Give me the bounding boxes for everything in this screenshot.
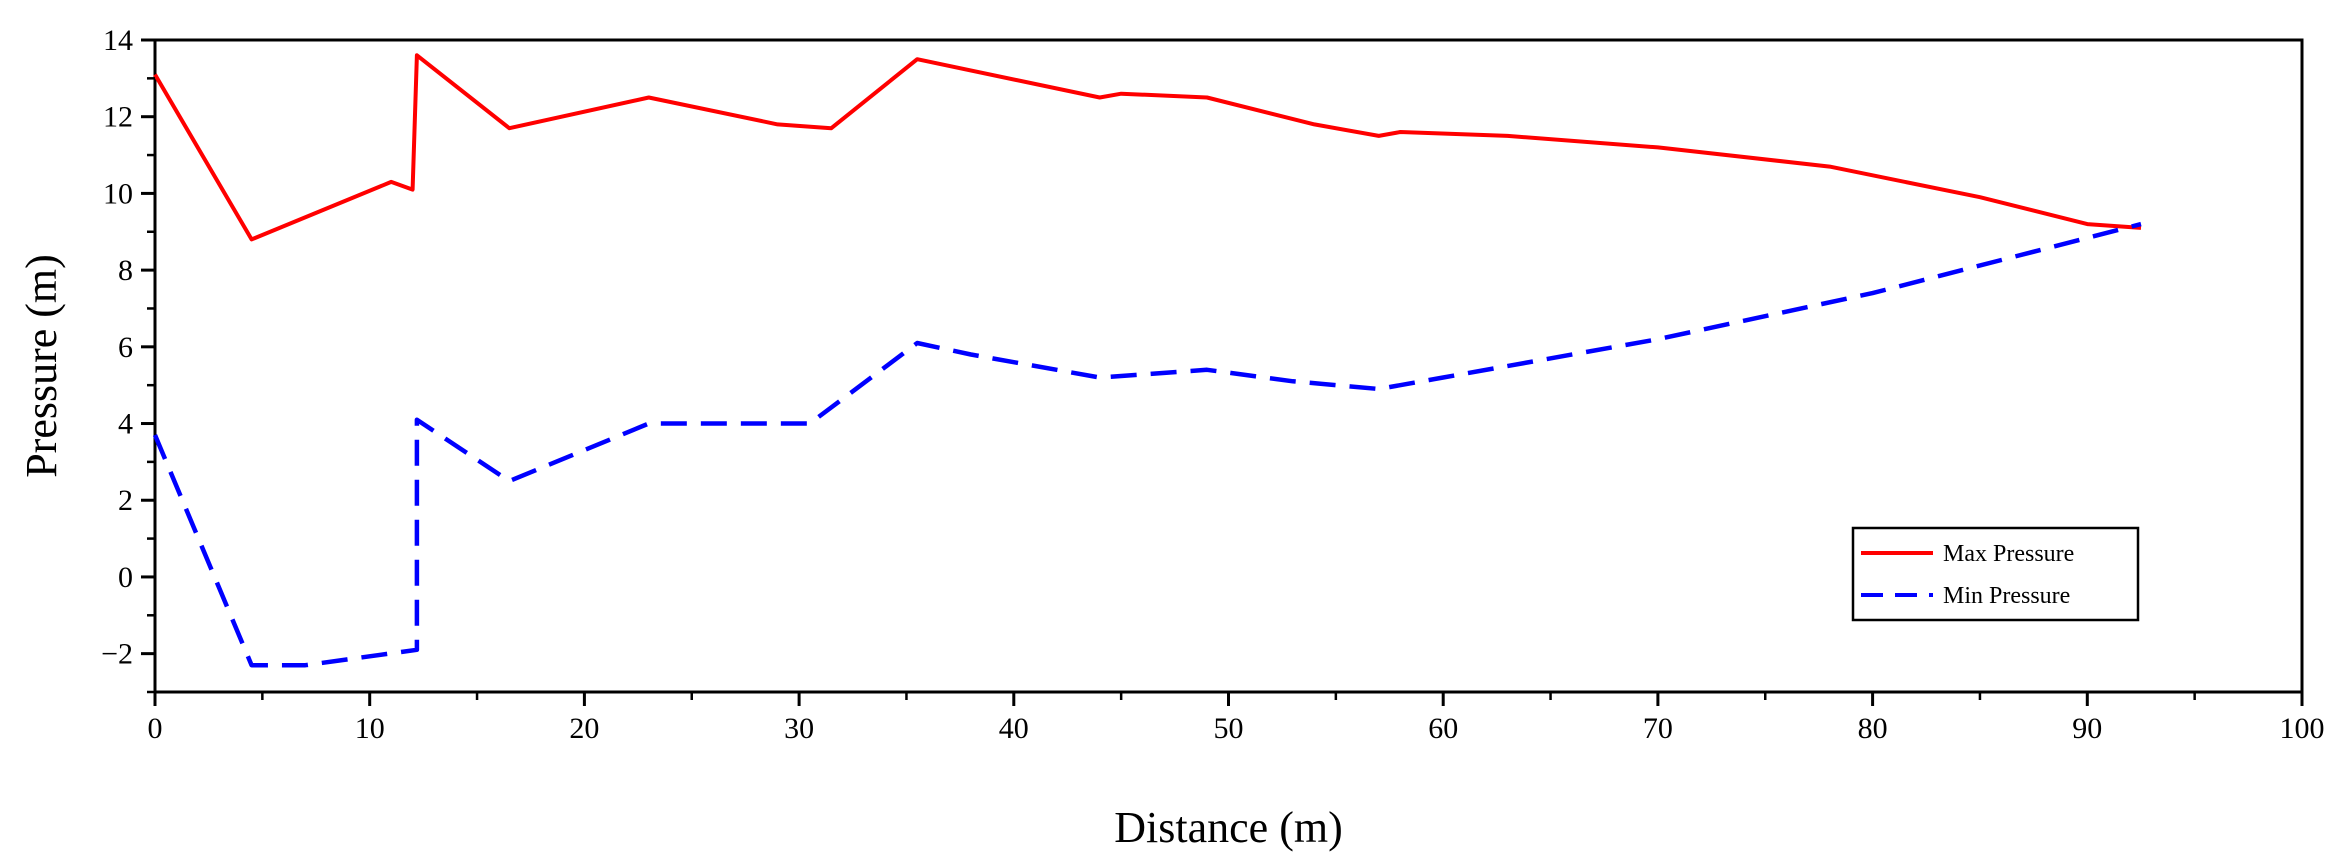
x-tick-label: 70 [1643,712,1673,745]
x-tick-label: 90 [2072,712,2102,745]
x-tick-label: 10 [355,712,385,745]
y-axis-title: Pressure (m) [17,254,66,478]
x-tick-label: 40 [999,712,1029,745]
x-axis-title: Distance (m) [1114,803,1342,852]
x-tick-label: 0 [148,712,163,745]
max-pressure-line [153,53,2142,242]
y-tick-label: 10 [103,177,133,210]
x-tick-label: 60 [1428,712,1458,745]
legend-label-max: Max Pressure [1943,541,2074,567]
y-tick-label: 8 [118,254,133,287]
legend-box [1851,526,2140,622]
y-tick-label: 2 [118,484,133,517]
legend: Max Pressure Min Pressure [1851,526,2140,622]
tick-labels-layer: 0 10 20 30 40 50 60 70 80 90 100 −2 0 2 4 6 8 10 12 14 [101,24,2324,745]
legend-label-min: Min Pressure [1943,583,2070,609]
ticks-layer [141,38,2304,706]
y-tick-label: 14 [103,24,133,57]
x-tick-label: 20 [569,712,599,745]
y-tick-label: 12 [103,101,133,134]
x-tick-label: 50 [1214,712,1244,745]
x-tick-label: 30 [784,712,814,745]
x-tick-label: 100 [2280,712,2325,745]
x-tick-label: 80 [1858,712,1888,745]
y-tick-label: 6 [118,331,133,364]
y-tick-label: 0 [118,561,133,594]
y-tick-label: 4 [118,408,133,441]
min-pressure-line [152,221,2142,668]
y-tick-label: −2 [101,638,133,671]
